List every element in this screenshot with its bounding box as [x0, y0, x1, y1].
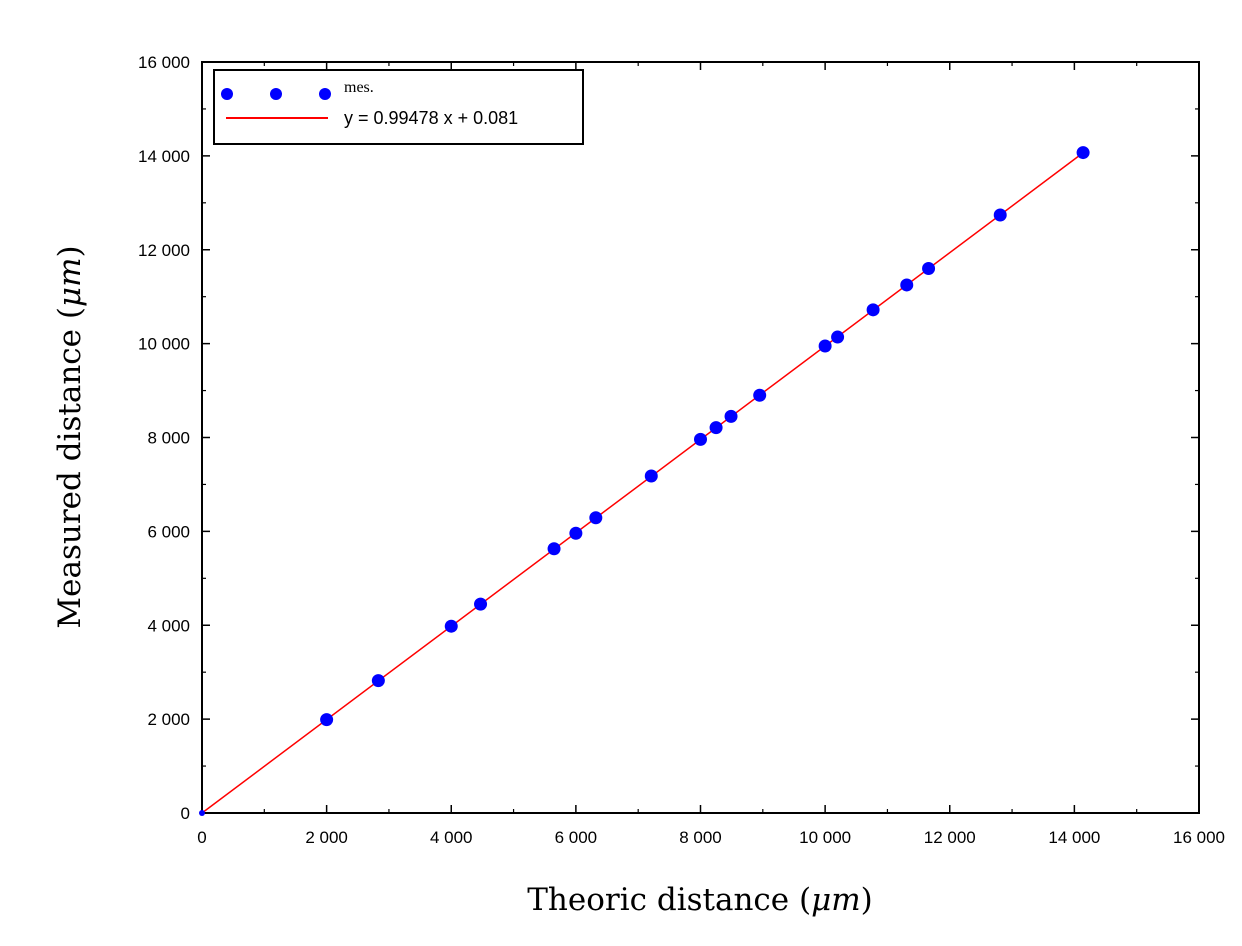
data-point: [1076, 146, 1090, 160]
data-point: [709, 421, 723, 435]
x-tick-label: 8 000: [679, 828, 722, 847]
y-tick-label: 2 000: [147, 710, 190, 729]
legend-marker-point: [270, 88, 282, 100]
x-axis-ticks: 0 2 000 4 000 6 000 8 000 10 000 12 000 14 000 1…: [197, 62, 1225, 847]
x-tick-label: 4 000: [430, 828, 473, 847]
data-point: [900, 278, 914, 292]
x-tick-label: 12 000: [924, 828, 976, 847]
y-tick-label: 16 000: [138, 53, 190, 72]
legend-marker-point: [221, 88, 233, 100]
y-tick-label: 14 000: [138, 147, 190, 166]
data-point: [993, 208, 1007, 222]
y-tick-label: 4 000: [147, 616, 190, 635]
data-point: [753, 388, 767, 402]
data-point: [644, 469, 658, 483]
data-point: [474, 597, 488, 611]
y-tick-label: 8 000: [147, 429, 190, 448]
data-point: [866, 303, 880, 317]
x-axis-title: Theoric distance (μm): [527, 882, 873, 918]
data-point: [831, 330, 845, 344]
scatter-points: [199, 146, 1090, 816]
data-point: [199, 810, 205, 816]
data-point: [320, 713, 334, 727]
x-tick-label: 0: [197, 828, 206, 847]
data-point: [694, 432, 707, 446]
fit-line: [201, 152, 1084, 814]
y-axis-ticks: 0 2 000 4 000 6 000 8 000 10 000 12 000 14 000 1…: [138, 53, 1199, 823]
fit-line-layer: [201, 152, 1084, 814]
y-axis-title: Measured distance (μm): [52, 245, 88, 628]
x-tick-label: 2 000: [305, 828, 348, 847]
legend-label-measurements: mes.: [344, 79, 374, 96]
data-point: [589, 511, 603, 525]
legend-marker-point: [319, 88, 331, 100]
data-point: [371, 674, 385, 688]
legend-label-fit: y = 0.99478 x + 0.081: [344, 108, 518, 128]
x-tick-label: 6 000: [555, 828, 598, 847]
y-tick-label: 12 000: [138, 241, 190, 260]
y-tick-label: 10 000: [138, 335, 190, 354]
y-tick-label: 0: [181, 804, 190, 823]
data-point: [818, 339, 832, 353]
y-tick-label: 6 000: [147, 522, 190, 541]
data-point: [569, 526, 583, 540]
data-point: [444, 619, 458, 633]
x-tick-label: 10 000: [799, 828, 851, 847]
x-tick-label: 14 000: [1048, 828, 1100, 847]
legend: mes. y = 0.99478 x + 0.081: [213, 69, 584, 145]
data-point: [547, 542, 561, 556]
data-point: [724, 409, 738, 423]
data-point: [922, 262, 936, 276]
x-tick-label: 16 000: [1173, 828, 1225, 847]
legend-box: [213, 69, 584, 145]
